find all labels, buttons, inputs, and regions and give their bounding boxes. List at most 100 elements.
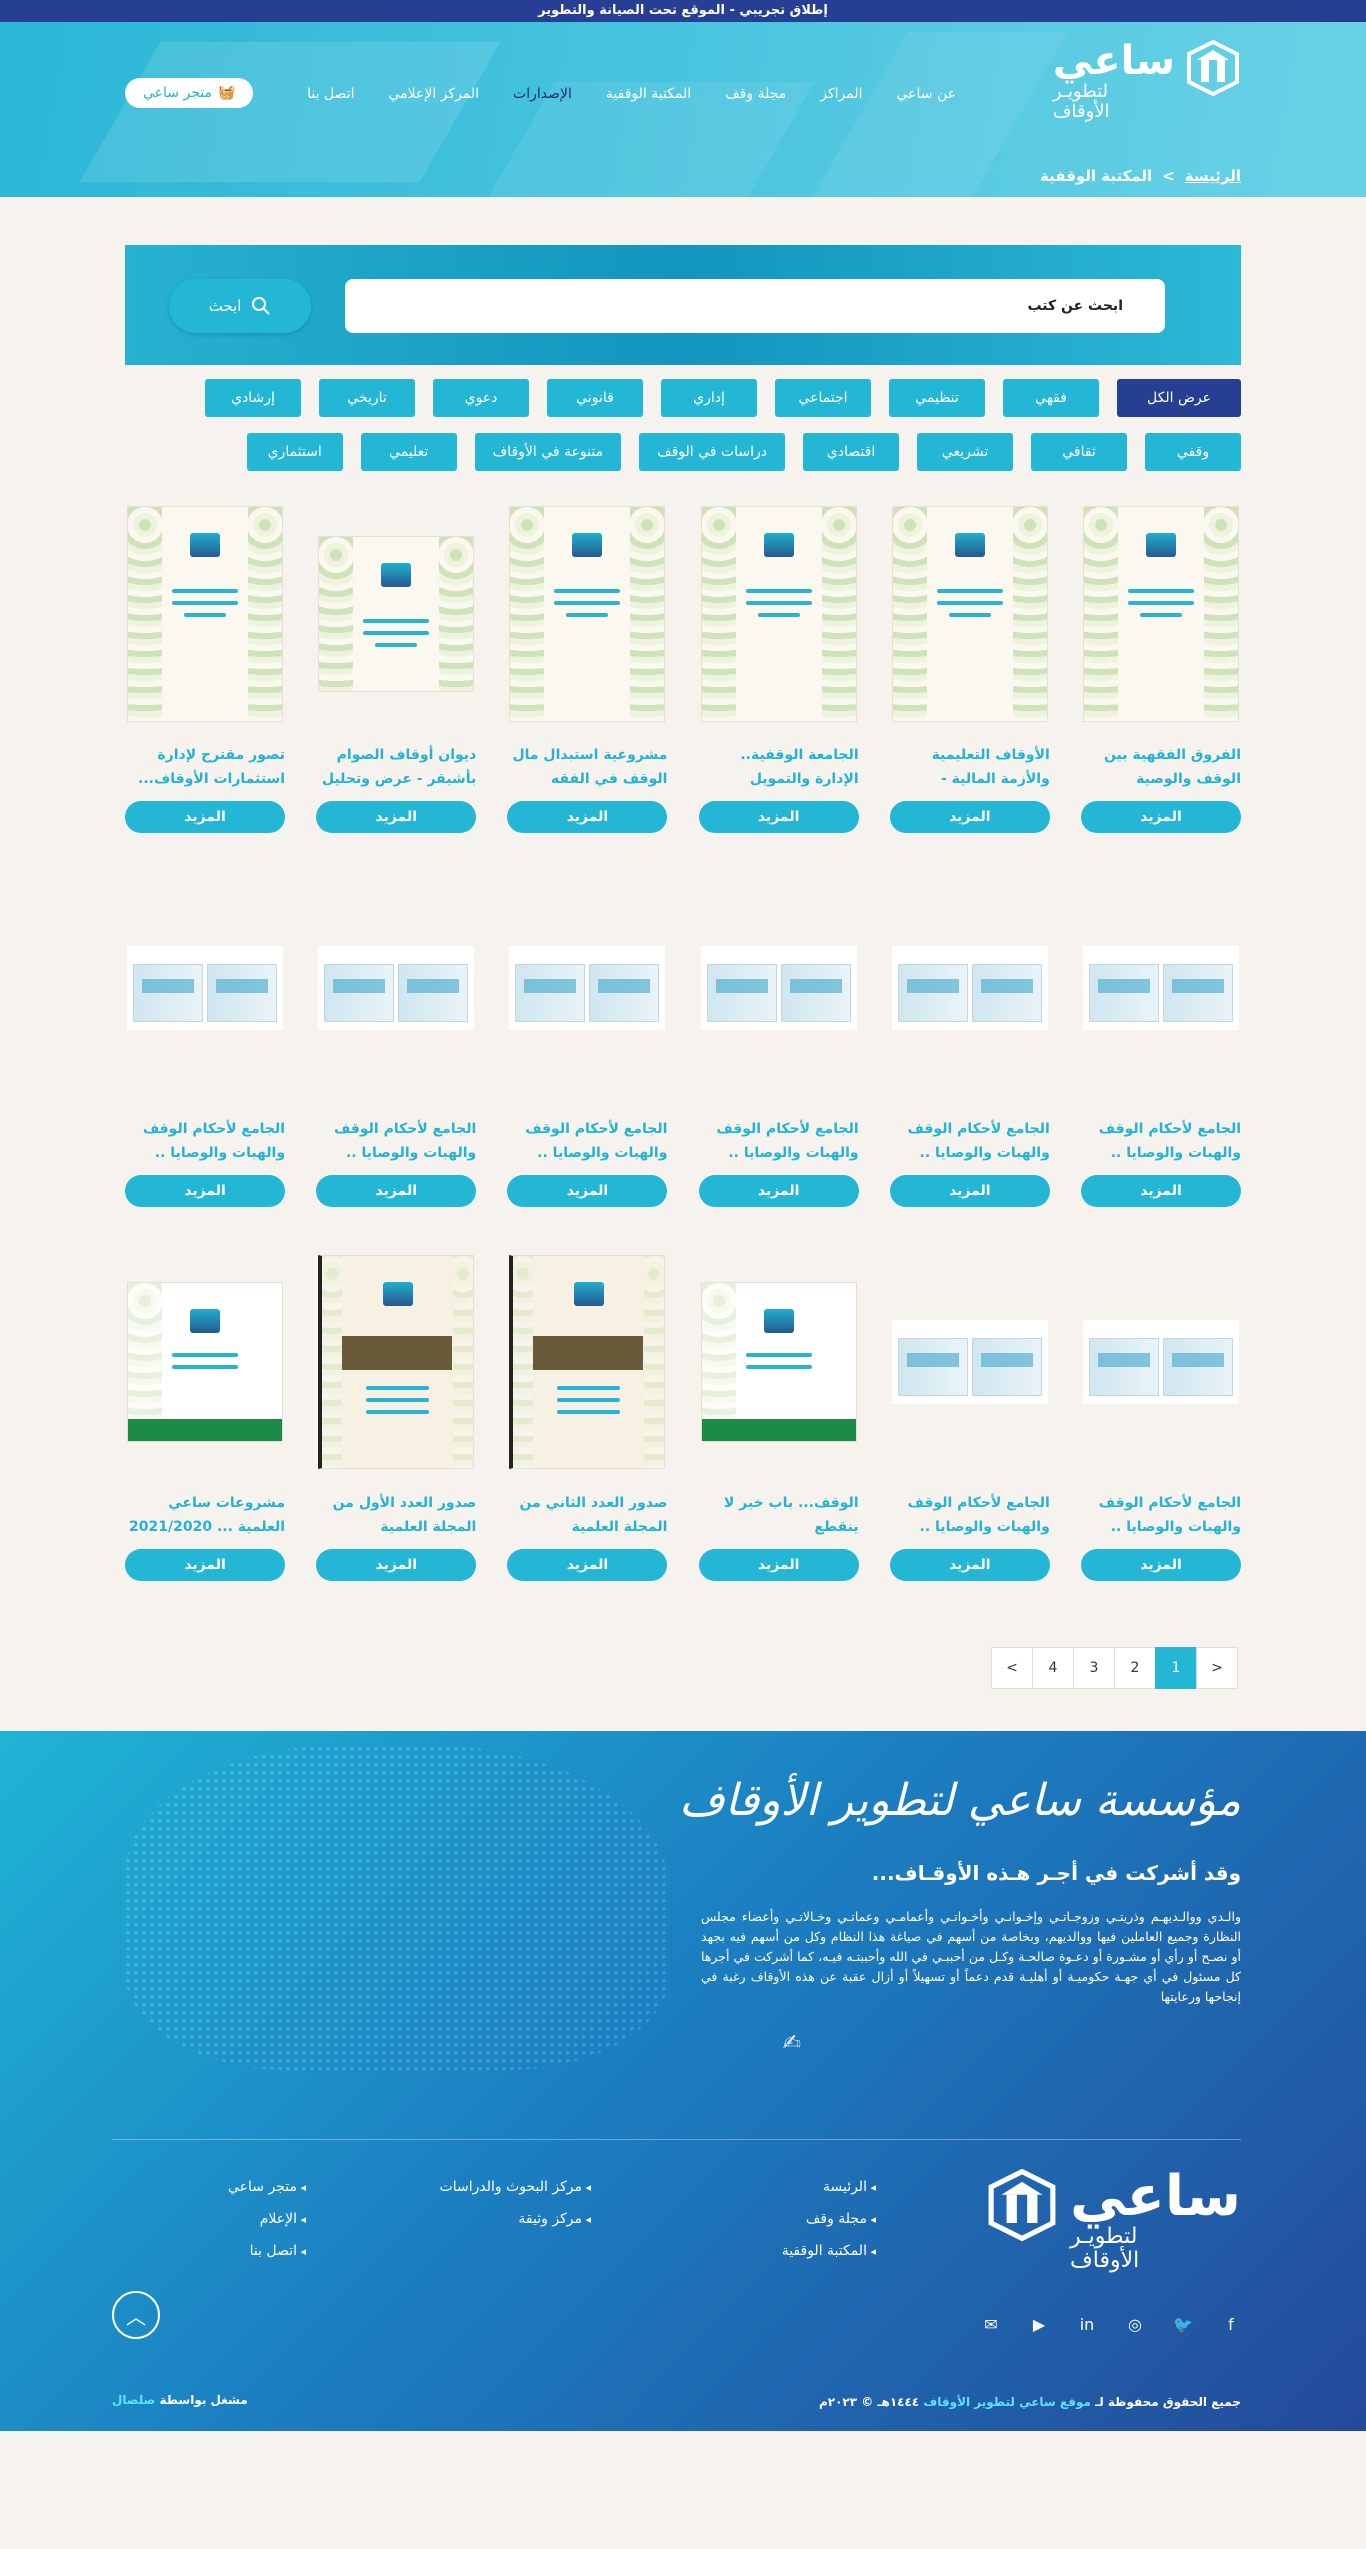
more-button[interactable]: المزيد (507, 801, 668, 833)
more-button[interactable]: المزيد (316, 1549, 477, 1581)
filter-chip[interactable]: تنظيمي (889, 379, 985, 417)
book-title[interactable]: الجامع لأحكام الوقف والهبات والوصايا .. … (716, 1121, 859, 1161)
filter-chip[interactable]: دراسات في الوقف (639, 433, 785, 471)
footer-link-research[interactable]: مركز البحوث والدراسات (440, 2179, 591, 2195)
filter-chip[interactable]: متنوعة في الأوقاف (474, 433, 622, 471)
book-cover-wrap[interactable] (507, 499, 667, 729)
more-button[interactable]: المزيد (698, 1549, 859, 1581)
book-cover-wrap[interactable] (125, 873, 285, 1103)
mail-icon[interactable]: ✉ (984, 2315, 998, 2334)
book-cover-wrap[interactable] (1081, 1247, 1241, 1477)
book-title[interactable]: الجامع لأحكام الوقف والهبات والوصايا .. … (907, 1121, 1050, 1161)
pagination-prev[interactable]: < (991, 1647, 1033, 1689)
nav-publications[interactable]: الإصدارات (513, 86, 572, 102)
footer-link-library[interactable]: المكتبة الوقفية (782, 2243, 876, 2259)
book-cover-wrap[interactable] (890, 499, 1050, 729)
more-button[interactable]: المزيد (507, 1175, 668, 1207)
book-title[interactable]: الجامع لأحكام الوقف والهبات والوصايا .. … (525, 1121, 668, 1161)
footer-link-home[interactable]: الرئيسة (782, 2179, 876, 2195)
back-to-top-button[interactable]: ︿ (112, 2291, 160, 2339)
nav-about[interactable]: عن ساعي (896, 86, 956, 102)
pagination-next[interactable]: > (1196, 1647, 1238, 1689)
footer-link-wathiqa[interactable]: مركز وثيقة (440, 2211, 591, 2227)
book-cover-wrap[interactable] (890, 1247, 1050, 1477)
youtube-icon[interactable]: ▶ (1032, 2315, 1046, 2334)
nav-contact[interactable]: اتصل بنا (307, 86, 355, 102)
book-title[interactable]: الأوقاف التعليمية والأزمة المالية - التك… (931, 747, 1050, 787)
filter-chip[interactable]: إرشادي (205, 379, 301, 417)
nav-media-center[interactable]: المركز الإعلامي (388, 86, 480, 102)
book-cover-wrap[interactable] (316, 499, 476, 729)
filter-chip[interactable]: تاريخي (319, 379, 415, 417)
instagram-icon[interactable]: ◎ (1128, 2315, 1142, 2334)
book-title[interactable]: صدور العدد الأول من المجلة العلمية المحك… (332, 1495, 477, 1535)
book-title[interactable]: صدور العدد الثاني من المجلة العلمية المح… (519, 1495, 668, 1535)
book-title[interactable]: الجامع لأحكام الوقف والهبات والوصايا .. … (142, 1121, 286, 1161)
more-button[interactable]: المزيد (1081, 1175, 1241, 1207)
nav-waqf-magazine[interactable]: مجلة وقف (725, 86, 787, 102)
nav-library[interactable]: المكتبة الوقفية (605, 86, 692, 102)
filter-chip[interactable]: تشريعي (917, 433, 1013, 471)
footer-link-store[interactable]: متجر ساعي (228, 2179, 306, 2195)
book-cover-wrap[interactable] (125, 499, 285, 729)
filter-chip[interactable]: تعليمي (360, 433, 457, 471)
footer-link-contact[interactable]: اتصل بنا (228, 2243, 306, 2259)
book-title[interactable]: الجامع لأحكام الوقف والهبات والوصايا .. … (907, 1495, 1050, 1535)
book-title[interactable]: مشروعية استبدال مال الوقف في الفقه الإسل… (512, 747, 668, 787)
filter-chip[interactable]: اقتصادي (803, 433, 899, 471)
filter-chip[interactable]: إداري (661, 379, 757, 417)
search-input[interactable]: ابحث عن كتب (345, 279, 1165, 333)
more-button[interactable]: المزيد (125, 801, 286, 833)
footer-logo[interactable]: ساعي لتطويـر الأوقاف (986, 2169, 1241, 2273)
book-cover-wrap[interactable] (125, 1247, 285, 1477)
breadcrumb-home[interactable]: الرئيسة (1184, 167, 1241, 185)
filter-chip[interactable]: وقفي (1145, 433, 1241, 471)
pagination-page[interactable]: 2 (1114, 1647, 1156, 1689)
book-title[interactable]: الجامع لأحكام الوقف والهبات والوصايا .. … (1098, 1121, 1241, 1161)
book-cover-wrap[interactable] (1081, 499, 1241, 729)
nav-centers[interactable]: المراكز (820, 86, 863, 102)
more-button[interactable]: المزيد (889, 801, 1050, 833)
book-title[interactable]: مشروعات ساعي العلمية ... 2021/2020 (129, 1495, 286, 1535)
book-title[interactable]: الوقف... باب خير لا ينقطع (723, 1495, 859, 1535)
store-button[interactable]: 🧺 متجر ساعي (125, 78, 254, 108)
more-button[interactable]: المزيد (316, 801, 477, 833)
more-button[interactable]: المزيد (1081, 801, 1241, 833)
filter-chip[interactable]: ثقافي (1031, 433, 1127, 471)
more-button[interactable]: المزيد (698, 801, 859, 833)
footer-link-magazine[interactable]: مجلة وقف (782, 2211, 876, 2227)
filter-chip[interactable]: فقهي (1003, 379, 1099, 417)
facebook-icon[interactable]: f (1228, 2315, 1234, 2334)
filter-chip[interactable]: استثماري (246, 433, 343, 471)
filter-chip[interactable]: اجتماعي (775, 379, 871, 417)
book-title[interactable]: الجامعة الوقفية.. الإدارة والتمويل والاس… (740, 747, 859, 787)
search-button[interactable]: ابحث (169, 279, 311, 333)
more-button[interactable]: المزيد (889, 1549, 1050, 1581)
twitter-icon[interactable]: 🐦 (1173, 2315, 1193, 2334)
book-title[interactable]: ديوان أوقاف الصوام بأشيقر - عرض وتحليل (321, 747, 477, 787)
book-title[interactable]: الجامع لأحكام الوقف والهبات والوصايا .. … (1098, 1495, 1241, 1535)
more-button[interactable]: المزيد (889, 1175, 1050, 1207)
pagination-page[interactable]: 4 (1032, 1647, 1074, 1689)
book-cover-wrap[interactable] (699, 499, 859, 729)
filter-chip[interactable]: دعوي (433, 379, 529, 417)
book-title[interactable]: الجامع لأحكام الوقف والهبات والوصايا .. … (334, 1121, 477, 1161)
book-cover-wrap[interactable] (316, 1247, 476, 1477)
book-cover-wrap[interactable] (699, 1247, 859, 1477)
site-logo[interactable]: ساعي لتطويـر الأوقاف (1053, 40, 1241, 122)
book-title[interactable]: الفروق الفقهية بين الوقف والوصية (1103, 747, 1241, 787)
book-cover-wrap[interactable] (507, 873, 667, 1103)
more-button[interactable]: المزيد (1081, 1549, 1241, 1581)
more-button[interactable]: المزيد (316, 1175, 477, 1207)
more-button[interactable]: المزيد (507, 1549, 668, 1581)
more-button[interactable]: المزيد (125, 1549, 286, 1581)
book-cover-wrap[interactable] (699, 873, 859, 1103)
book-cover-wrap[interactable] (890, 873, 1050, 1103)
book-cover-wrap[interactable] (507, 1247, 667, 1477)
credit-link[interactable]: صلصال (112, 2393, 156, 2407)
book-cover-wrap[interactable] (1081, 873, 1241, 1103)
book-cover-wrap[interactable] (316, 873, 476, 1103)
more-button[interactable]: المزيد (125, 1175, 286, 1207)
filter-chip[interactable]: عرض الكل (1117, 379, 1241, 417)
pagination-page[interactable]: 3 (1073, 1647, 1115, 1689)
